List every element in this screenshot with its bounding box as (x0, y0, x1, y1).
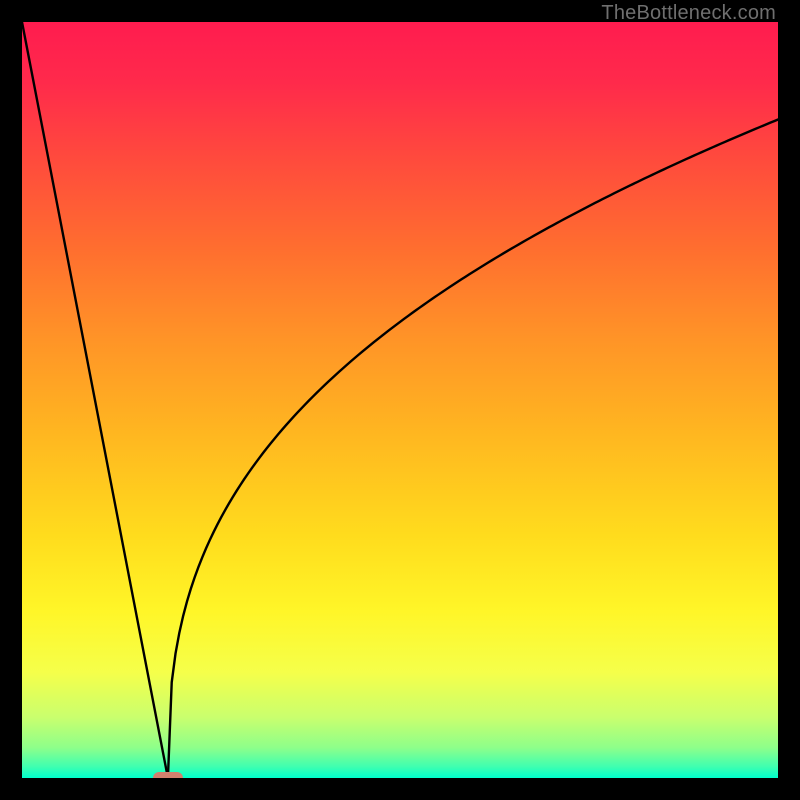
plot-area (22, 22, 778, 778)
vertex-marker (153, 772, 183, 779)
bottleneck-curve (22, 22, 778, 778)
watermark-text: TheBottleneck.com (601, 2, 776, 25)
